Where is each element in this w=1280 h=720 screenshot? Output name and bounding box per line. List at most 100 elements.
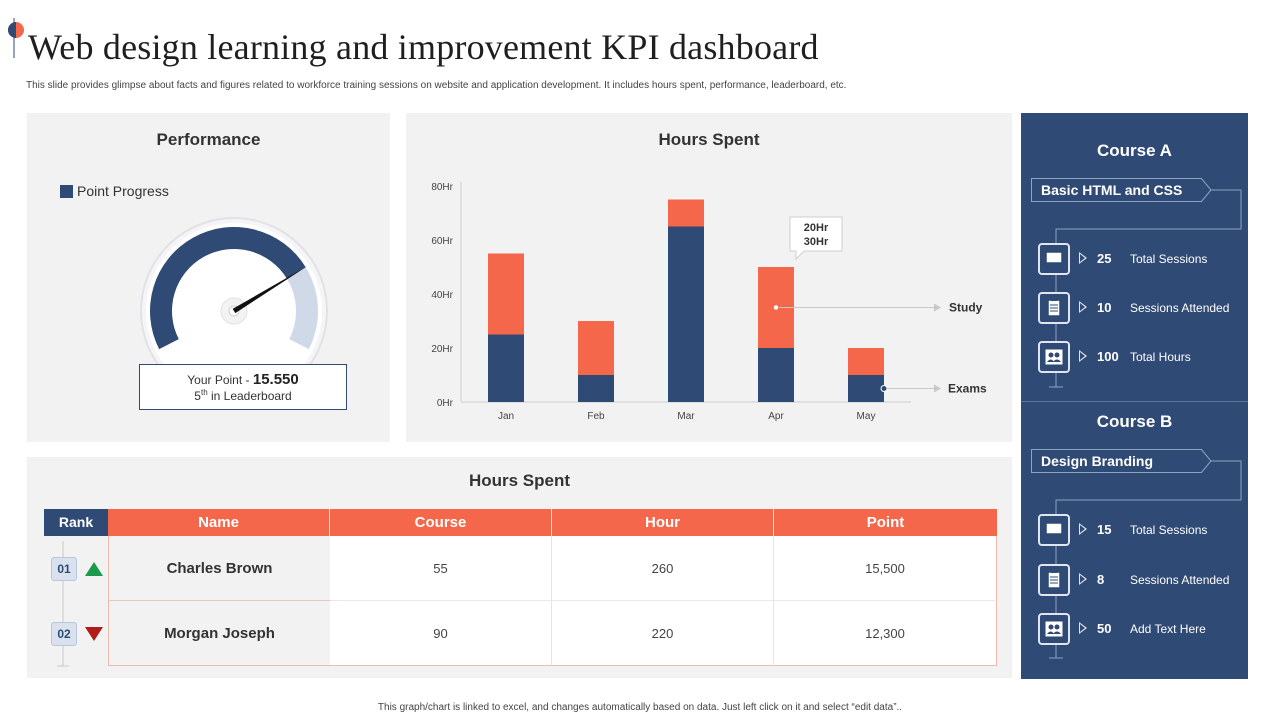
x-tick-label: Jan [498,411,514,422]
study-arrow-icon [934,303,941,312]
monitor-icon [1038,514,1070,546]
bar-exams [758,348,794,402]
footer-note: This graph/chart is linked to excel, and… [377,702,903,713]
course-a-connector [1049,177,1242,388]
row-1-course: 55 [330,536,552,601]
row-2-name: Morgan Joseph [108,601,330,666]
page-title: Web design learning and improvement KPI … [28,27,819,67]
stat-value: 100 [1097,349,1119,364]
legend-label: Point Progress [77,183,169,199]
x-tick-label: Apr [768,411,784,422]
users-icon [1038,613,1070,645]
chart-title: Hours Spent [658,130,760,149]
stat-arrow-icon [1079,350,1087,362]
course-b-stat-attended: 8 Sessions Attended [1038,564,1248,596]
clipboard-icon [1038,292,1070,324]
rank-badge-1: 01 [51,557,77,581]
exams-marker [880,385,888,392]
bar-study [848,348,884,375]
y-tick-label: 40Hr [431,290,453,301]
row-1-name: Charles Brown [108,536,330,601]
performance-legend: Point Progress [60,183,169,199]
x-tick-label: Feb [587,411,605,422]
monitor-icon [1038,243,1070,275]
leaderboard-panel: Hours Spent Rank Name Course Hour Point … [27,457,1012,678]
hour-header: Hour [552,509,774,536]
stat-value: 50 [1097,621,1112,636]
legend-swatch [60,184,73,198]
course-divider [1021,401,1248,402]
bar-study [578,321,614,375]
clipboard-icon [1038,564,1070,596]
callout-line-1: 20Hr [804,222,829,234]
course-a-title: Course A [1097,141,1172,160]
rank-number: 5 [194,389,201,403]
your-point-box: Your Point - 15.550 5th in Leaderboard [139,364,347,410]
exams-arrow-icon [934,384,941,393]
series-label-study: Study [949,301,983,315]
y-tick-label: 20Hr [431,344,453,355]
course-b-connector [1049,448,1242,659]
course-b-tag: Design Branding [1031,449,1201,473]
rank-header: Rank [44,509,108,536]
x-tick-label: Mar [677,411,695,422]
users-icon [1038,341,1070,373]
course-header: Course [330,509,552,536]
rank-suffix: th [200,388,208,397]
callout-box [789,216,843,261]
y-tick-label: 0Hr [437,398,454,409]
course-b-title: Course B [1096,412,1173,431]
page-subtitle: This slide provides glimpse about facts … [26,80,847,91]
performance-gauge [140,217,328,373]
logo-mark [8,18,24,58]
stat-label: Total Sessions [1130,252,1208,266]
series-label-exams: Exams [948,382,987,396]
leaderboard-title: Hours Spent [468,471,571,490]
stat-value: 15 [1097,522,1112,537]
performance-title: Performance [156,130,261,149]
gauge-fill [149,226,306,350]
stat-arrow-icon [1079,252,1087,264]
stat-arrow-icon [1079,622,1087,634]
stat-label: Sessions Attended [1130,573,1230,587]
hours-chart-panel: Hours Spent 0Hr 20Hr 40Hr 60Hr 80Hr Jan Feb Mar… [406,113,1012,442]
bar-study [668,199,704,227]
trend-down-icon [85,627,103,641]
course-a-stat-attended: 10 Sessions Attended [1038,292,1248,324]
bar-exams [848,375,884,402]
bar-exams [578,375,614,402]
x-tick-label: May [857,411,876,422]
gauge-track [286,267,318,350]
y-tick-label: 80Hr [431,182,453,193]
stat-label: Total Hours [1130,350,1191,364]
stat-value: 25 [1097,251,1112,266]
performance-panel: Performance Point Progress Your Point - … [27,113,390,442]
course-b-stat-hours: 50 Add Text Here [1038,613,1248,645]
course-a-stat-sessions: 25 Total Sessions [1038,243,1248,275]
stat-label: Total Sessions [1130,523,1208,537]
row-2-point: 12,300 [774,601,997,666]
point-header: Point [774,509,997,536]
course-a-tag: Basic HTML and CSS [1031,178,1201,202]
gauge-needle [232,266,308,314]
stat-label: Add Text Here [1130,622,1206,636]
y-tick-label: 60Hr [431,236,453,247]
stat-arrow-icon [1079,573,1087,585]
bar-exams [488,334,524,402]
row-2-hour: 220 [552,601,774,666]
rank-badge-2: 02 [51,622,77,646]
bar-exams [668,226,704,402]
course-b-stat-sessions: 15 Total Sessions [1038,514,1248,546]
row-1-point: 15,500 [774,536,997,601]
trend-up-icon [85,562,103,576]
study-marker [772,303,780,312]
rank-text: in Leaderboard [207,389,292,403]
stat-arrow-icon [1079,301,1087,313]
course-a-stat-hours: 100 Total Hours [1038,341,1248,373]
bar-study [488,253,524,335]
stat-value: 8 [1097,572,1105,587]
stat-label: Sessions Attended [1130,301,1230,315]
hours-stacked-bar-chart: 0Hr 20Hr 40Hr 60Hr 80Hr Jan Feb Mar Apr May Study E… [431,182,987,422]
name-header: Name [108,509,330,536]
course-panel: Course A Basic HTML and CSS 25 Total Ses… [1021,113,1248,679]
